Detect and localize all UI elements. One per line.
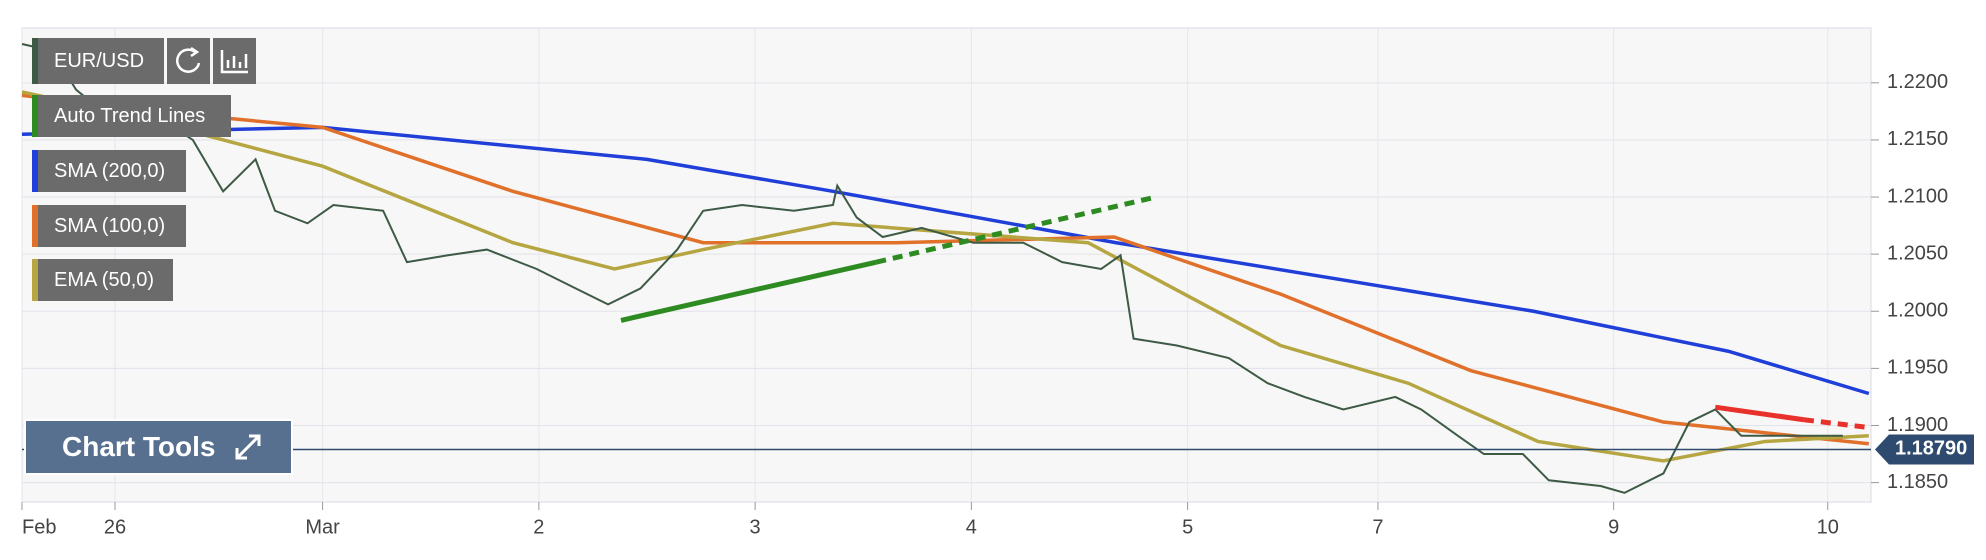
x-tick-label: 5 <box>1182 516 1193 538</box>
trend-lines-badge[interactable]: Auto Trend Lines <box>32 95 231 137</box>
y-tick-label: 1.2050 <box>1887 242 1948 264</box>
x-tick-label: Mar <box>305 516 340 538</box>
x-tick-label: 10 <box>1817 516 1839 538</box>
trend-line <box>1803 417 1872 431</box>
trend-line <box>875 195 1152 265</box>
sma100-badge[interactable]: SMA (100,0) <box>32 205 186 247</box>
x-tick-label: 7 <box>1372 516 1383 538</box>
y-tick-label: 1.2100 <box>1887 185 1948 207</box>
history-button[interactable] <box>213 38 256 84</box>
series-line <box>21 43 1843 494</box>
x-tick-label: 4 <box>966 516 977 538</box>
series-line <box>21 93 1870 446</box>
series-line <box>21 90 1869 463</box>
refresh-icon <box>176 46 201 73</box>
symbol-badge[interactable]: EUR/USD <box>32 38 164 84</box>
y-tick-label: 1.2200 <box>1887 71 1948 93</box>
sma200-badge[interactable]: SMA (200,0) <box>32 150 186 192</box>
series-line <box>21 125 1870 396</box>
expand-icon <box>235 434 261 460</box>
trend-line <box>620 259 877 323</box>
x-tick-label: 26 <box>104 516 126 538</box>
chart-tools-label: Chart Tools <box>62 431 216 462</box>
y-tick-label: 1.2000 <box>1887 300 1948 322</box>
trend-line <box>1714 404 1805 423</box>
y-tick-label: 1.1900 <box>1887 414 1948 436</box>
chart-tools-button[interactable]: Chart Tools <box>24 419 293 475</box>
x-tick-label: 3 <box>750 516 761 538</box>
x-tick-label: 2 <box>533 516 544 538</box>
last-price-box <box>1875 434 1974 465</box>
y-tick-label: 1.2150 <box>1887 128 1948 150</box>
x-tick-label: 9 <box>1608 516 1619 538</box>
x-tick-label: Feb <box>22 516 56 538</box>
plot-area <box>21 27 1872 503</box>
refresh-button[interactable] <box>167 38 210 84</box>
y-tick-label: 1.1850 <box>1887 471 1948 493</box>
last-price-label: 1.18790 <box>1895 438 1967 460</box>
ema50-badge[interactable]: EMA (50,0) <box>32 259 173 301</box>
history-icon <box>220 50 248 74</box>
y-tick-label: 1.1950 <box>1887 357 1948 379</box>
